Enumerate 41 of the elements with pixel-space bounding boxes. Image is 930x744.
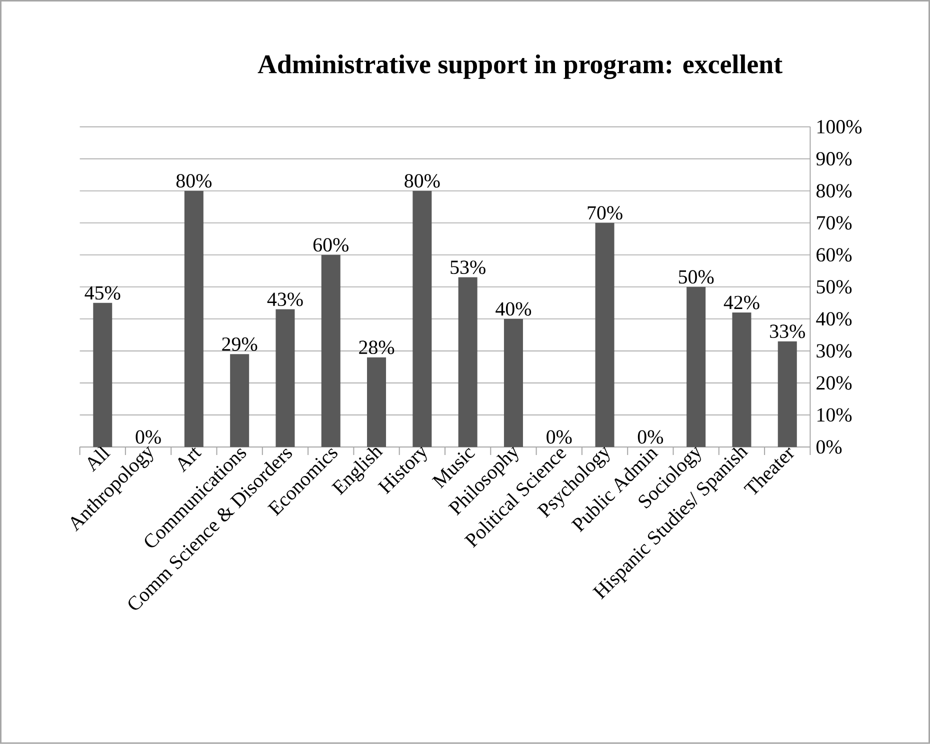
data-label: 45% [84, 286, 120, 300]
data-label: 80% [404, 174, 440, 188]
bar [412, 190, 432, 448]
y-tick-label: 0% [816, 440, 842, 454]
bar [595, 222, 614, 448]
data-label: 40% [496, 302, 532, 316]
data-label: 28% [359, 340, 394, 354]
data-label: 50% [678, 270, 714, 284]
data-label: 80% [176, 174, 212, 188]
data-label: 0% [136, 430, 161, 444]
bar [230, 354, 250, 448]
y-tick-label: 30% [816, 344, 852, 358]
bar [458, 277, 478, 448]
data-label: 0% [546, 430, 572, 444]
bar [504, 318, 523, 448]
y-tick-label: 10% [817, 408, 852, 422]
data-label: 42% [724, 296, 760, 310]
data-label: 0% [638, 430, 664, 444]
bar [276, 309, 295, 448]
bar [732, 312, 752, 448]
bar [367, 357, 386, 448]
y-tick-label: 20% [816, 376, 852, 390]
chart-title: Administrative support in program: excellent [258, 54, 782, 80]
data-label: 29% [222, 337, 258, 351]
y-tick-label: 40% [816, 312, 852, 326]
bar [321, 254, 340, 448]
bar [93, 302, 112, 448]
bar [184, 190, 204, 448]
y-tick-label: 90% [816, 152, 852, 166]
data-label: 60% [313, 238, 348, 252]
data-label: 43% [267, 292, 303, 306]
data-label: 70% [588, 206, 622, 220]
bar [778, 341, 797, 448]
data-label: 53% [450, 260, 486, 274]
y-tick-label: 60% [816, 248, 852, 262]
data-label: 33% [770, 324, 805, 338]
bar [686, 286, 706, 448]
y-tick-label: 50% [816, 280, 852, 294]
y-tick-label: 80% [816, 184, 852, 198]
y-tick-label: 100% [817, 120, 862, 134]
y-tick-label: 70% [817, 216, 852, 230]
